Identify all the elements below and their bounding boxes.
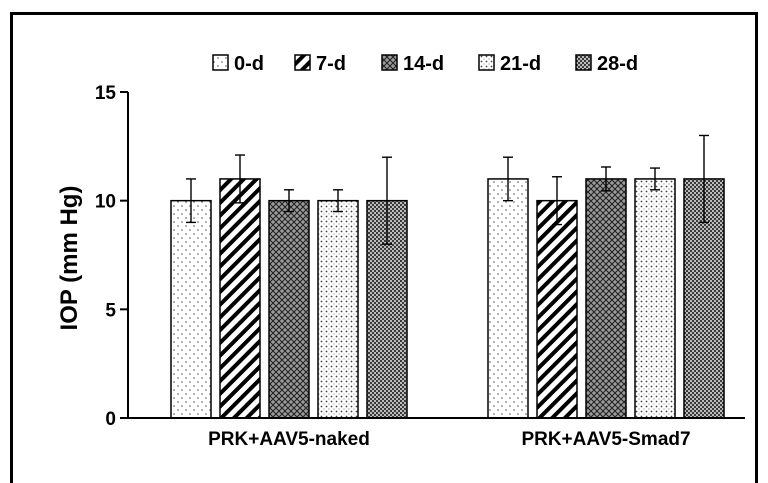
y-tick-label: 15: [95, 83, 117, 104]
axes-layer: 0 5 10 15 PRK+AAV5-naked PRK+AAV5-Smad7: [95, 83, 745, 450]
y-tick-label: 0: [105, 409, 116, 430]
legend-swatch-14-d: [381, 54, 398, 71]
y-tick-label: 5: [105, 300, 116, 321]
bar-14-d-2: [585, 178, 627, 419]
legend-label-14-d: 14-d: [403, 53, 444, 75]
bar-14-d-1: [268, 199, 310, 419]
bar-21-d-1: [317, 199, 359, 419]
legend-swatch-21-d: [478, 54, 495, 71]
bar-0-d-2: [487, 178, 529, 419]
bar-21-d-2: [634, 178, 676, 419]
chart-legend: 0-d 7-d 14-d 21-d 28-d: [212, 53, 638, 75]
legend-label-28-d: 28-d: [597, 53, 638, 75]
legend-swatch-7-d: [294, 54, 311, 71]
legend-label-7-d: 7-d: [316, 53, 346, 75]
error-bars-layer: [186, 134, 709, 245]
legend-label-0-d: 0-d: [234, 53, 264, 75]
legend-swatch-0-d: [212, 54, 229, 71]
x-category-label: PRK+AAV5-naked: [208, 429, 370, 450]
y-axis-label: IOP (mm Hg): [56, 186, 83, 331]
y-tick-label: 10: [95, 192, 116, 213]
legend-swatch-28-d: [575, 54, 592, 71]
bar-7-d-1: [219, 178, 261, 419]
bar-7-d-2: [536, 199, 578, 419]
bars-layer: [170, 178, 725, 419]
x-category-label: PRK+AAV5-Smad7: [521, 429, 690, 450]
bar-0-d-1: [170, 199, 212, 419]
figure-frame: [10, 12, 758, 483]
legend-label-21-d: 21-d: [500, 53, 541, 75]
